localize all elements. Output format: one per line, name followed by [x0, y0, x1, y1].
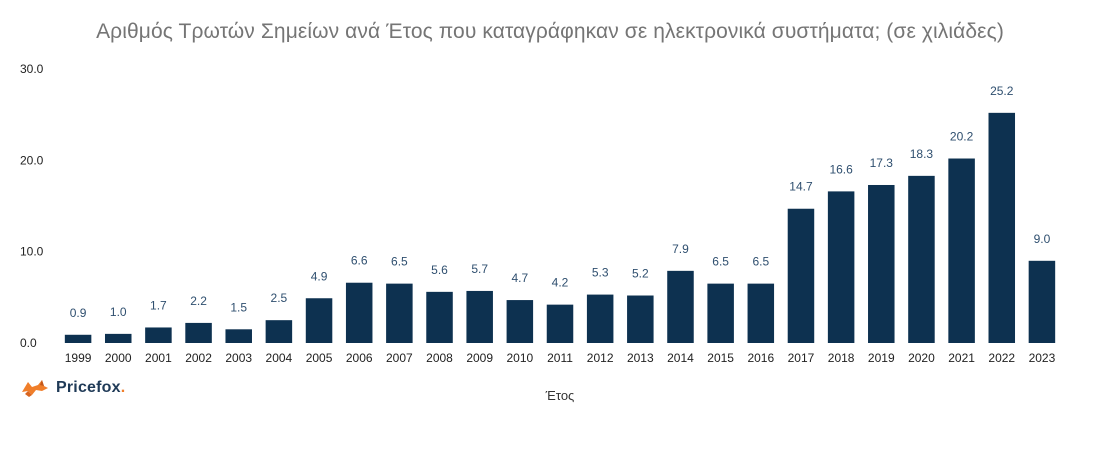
data-label: 6.5 — [712, 255, 729, 269]
bar — [386, 283, 413, 343]
bar — [667, 270, 694, 343]
bar — [988, 112, 1016, 343]
y-tick-label: 10.0 — [20, 245, 44, 259]
x-tick-label: 2014 — [667, 351, 694, 365]
x-tick-label: 2013 — [627, 351, 654, 365]
y-axis: 0.0 10.0 20.0 30.0 — [20, 62, 44, 350]
bar — [345, 282, 373, 343]
x-tick-label: 2012 — [587, 351, 614, 365]
x-tick-label: 2004 — [266, 351, 293, 365]
data-label: 2.2 — [190, 294, 207, 308]
y-tick-label: 30.0 — [20, 62, 44, 76]
x-tick-label: 2007 — [386, 351, 413, 365]
x-tick-label: 1999 — [65, 351, 92, 365]
bar — [627, 295, 654, 343]
pricefox-logo: Pricefox. — [20, 378, 125, 398]
data-label: 1.5 — [230, 300, 247, 314]
bar — [707, 283, 734, 343]
bar — [546, 304, 574, 343]
data-label: 9.0 — [1034, 232, 1051, 246]
data-label: 4.2 — [552, 276, 569, 290]
x-tick-label: 2001 — [145, 351, 172, 365]
x-axis-title: Έτος — [545, 388, 575, 403]
data-label: 0.9 — [70, 306, 87, 320]
data-label: 25.2 — [990, 84, 1014, 98]
y-tick-label: 0.0 — [20, 336, 37, 350]
x-tick-label: 2018 — [828, 351, 855, 365]
data-label: 20.2 — [950, 130, 974, 144]
bar — [64, 334, 92, 343]
x-tick-label: 2008 — [426, 351, 453, 365]
data-label: 5.6 — [431, 263, 448, 277]
bar — [586, 294, 614, 343]
data-label: 1.7 — [150, 298, 167, 312]
data-label: 6.6 — [351, 254, 368, 268]
bar — [747, 283, 775, 343]
bar — [426, 291, 453, 343]
data-label: 6.5 — [752, 255, 769, 269]
x-tick-label: 2021 — [948, 351, 975, 365]
bar — [104, 333, 132, 343]
x-tick-label: 2019 — [868, 351, 895, 365]
logo-text: Pricefox. — [56, 379, 126, 396]
x-tick-label: 2010 — [506, 351, 533, 365]
bar — [908, 175, 935, 343]
x-tick-label: 2005 — [306, 351, 333, 365]
value-labels: 0.9 1.0 1.7 2.2 1.5 2.5 4.9 6.6 6.5 5.6 5.7 4.7 4.2 5… — [70, 84, 1051, 320]
chart-title: Αριθμός Τρωτών Σημείων ανά Έτος που κατα… — [96, 20, 1004, 43]
bar — [466, 290, 493, 343]
bar — [1028, 260, 1056, 343]
bar — [145, 327, 172, 343]
data-label: 5.2 — [632, 267, 649, 281]
x-tick-label: 2003 — [225, 351, 252, 365]
bars — [64, 112, 1056, 343]
data-label: 7.9 — [672, 242, 689, 256]
x-tick-label: 2011 — [547, 351, 573, 365]
data-label: 6.5 — [391, 255, 408, 269]
x-tick-label: 2023 — [1029, 351, 1056, 365]
x-tick-label: 2020 — [908, 351, 935, 365]
bar — [506, 300, 534, 343]
bar — [225, 329, 252, 343]
x-tick-label: 2006 — [346, 351, 373, 365]
x-tick-label: 2016 — [747, 351, 774, 365]
x-tick-label: 2000 — [105, 351, 132, 365]
bar — [265, 320, 293, 343]
data-label: 4.9 — [311, 269, 328, 283]
data-label: 18.3 — [910, 147, 934, 161]
data-label: 4.7 — [511, 271, 528, 285]
fox-icon — [22, 380, 48, 397]
x-axis: 1999 2000 2001 2002 2003 2004 2005 2006 2007 2008… — [65, 351, 1056, 365]
x-tick-label: 2002 — [185, 351, 212, 365]
data-label: 16.6 — [829, 162, 853, 176]
x-tick-label: 2009 — [466, 351, 493, 365]
bar — [185, 322, 212, 343]
bar — [948, 158, 975, 343]
data-label: 5.7 — [471, 262, 488, 276]
bar — [305, 298, 333, 343]
bar — [827, 191, 855, 343]
y-tick-label: 20.0 — [20, 153, 44, 167]
data-label: 17.3 — [870, 156, 894, 170]
data-label: 5.3 — [592, 266, 609, 280]
data-label: 2.5 — [271, 291, 288, 305]
x-tick-label: 2022 — [988, 351, 1015, 365]
data-label: 1.0 — [110, 305, 127, 319]
data-label: 14.7 — [789, 180, 813, 194]
x-tick-label: 2015 — [707, 351, 734, 365]
bar — [787, 208, 815, 343]
bar — [868, 184, 895, 343]
x-tick-label: 2017 — [788, 351, 815, 365]
